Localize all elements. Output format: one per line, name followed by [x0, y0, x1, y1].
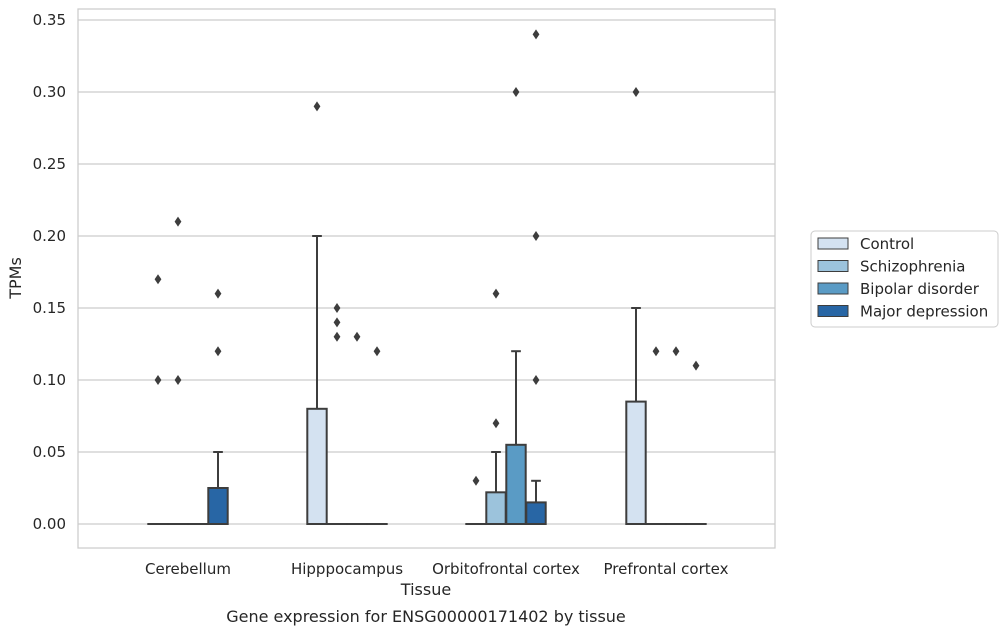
- outlier-point: [373, 346, 381, 357]
- box-group: [485, 288, 507, 526]
- box-group: [685, 360, 707, 526]
- outlier-point: [472, 475, 480, 486]
- legend-label: Bipolar disorder: [860, 280, 980, 298]
- outlier-point: [532, 29, 540, 40]
- legend: Control Schizophrenia Bipolar disorder Majo…: [810, 230, 999, 328]
- outlier-point: [532, 375, 540, 385]
- box-group: [326, 303, 348, 526]
- box: [505, 443, 527, 525]
- box-group: [306, 101, 328, 525]
- outlier-point: [492, 418, 500, 429]
- box-group: [207, 288, 229, 525]
- legend-item: Bipolar disorder: [817, 280, 980, 298]
- x-tick-label: Hipppocampus: [291, 560, 403, 578]
- outlier-point: [652, 346, 660, 357]
- outlier-point: [313, 101, 321, 112]
- box-group: [346, 331, 368, 526]
- outlier-point: [333, 331, 341, 342]
- box: [306, 407, 328, 525]
- outlier-point: [154, 274, 162, 285]
- box: [485, 491, 507, 526]
- legend-label: Major depression: [860, 303, 988, 321]
- outlier-point: [512, 87, 520, 97]
- box: [525, 501, 547, 525]
- box-group: [525, 29, 547, 525]
- outlier-point: [214, 288, 222, 299]
- chart-caption: Gene expression for ENSG00000171402 by t…: [226, 607, 626, 626]
- outlier-point: [154, 375, 162, 385]
- y-tick-label: 0.05: [33, 443, 66, 461]
- box-group: [645, 346, 667, 526]
- y-tick-labels: 0.00 0.05 0.10 0.15 0.20 0.25 0.30 0.35: [33, 11, 66, 533]
- box-group: [625, 87, 647, 526]
- outlier-point: [632, 87, 640, 97]
- legend-label: Control: [860, 235, 914, 253]
- series-control: [147, 87, 647, 526]
- box: [207, 487, 229, 525]
- series-major-depression: [207, 29, 707, 526]
- box-group: [147, 274, 169, 526]
- legend-label: Schizophrenia: [860, 258, 965, 276]
- legend-item: Major depression: [817, 303, 988, 321]
- y-tick-label: 0.15: [33, 299, 66, 317]
- outlier-point: [214, 346, 222, 357]
- x-axis-title: Tissue: [400, 580, 451, 599]
- outlier-point: [532, 231, 540, 241]
- box: [625, 400, 647, 526]
- legend-item: Schizophrenia: [817, 258, 965, 276]
- legend-frame: [810, 230, 999, 328]
- box-group: [665, 346, 687, 526]
- legend-swatch: [817, 237, 849, 250]
- legend-item: Control: [817, 235, 914, 253]
- box-group: [167, 216, 189, 526]
- grid-lines: [78, 19, 775, 525]
- outlier-point: [174, 216, 182, 227]
- x-tick-labels: Cerebellum Hipppocampus Orbitofrontal cort…: [145, 560, 729, 578]
- box-group: [465, 475, 487, 526]
- y-tick-label: 0.25: [33, 155, 66, 173]
- y-tick-label: 0.10: [33, 371, 66, 389]
- x-tick-label: Orbitofrontal cortex: [432, 560, 580, 578]
- x-tick-label: Prefrontal cortex: [604, 560, 729, 578]
- outlier-point: [333, 317, 341, 328]
- plot-frame: [77, 8, 776, 549]
- series-bipolar-disorder: [187, 87, 687, 526]
- legend-swatch: [817, 260, 849, 272]
- legend-swatch: [817, 305, 849, 317]
- y-tick-label: 0.20: [33, 227, 66, 245]
- series-schizophrenia: [167, 216, 667, 526]
- y-axis-title: TPMs: [6, 257, 25, 300]
- x-tick-label: Cerebellum: [145, 560, 231, 578]
- outlier-point: [174, 375, 182, 385]
- y-tick-label: 0.30: [33, 83, 66, 101]
- legend-swatch: [817, 282, 849, 295]
- y-tick-label: 0.35: [33, 11, 66, 29]
- outlier-point: [353, 331, 361, 342]
- box-group: [505, 87, 527, 525]
- box-series-group: [147, 29, 707, 526]
- y-tick-label: 0.00: [33, 515, 66, 533]
- box-group: [366, 346, 388, 526]
- outlier-point: [492, 288, 500, 299]
- outlier-point: [333, 303, 341, 313]
- outlier-point: [672, 346, 680, 357]
- outlier-point: [692, 360, 700, 371]
